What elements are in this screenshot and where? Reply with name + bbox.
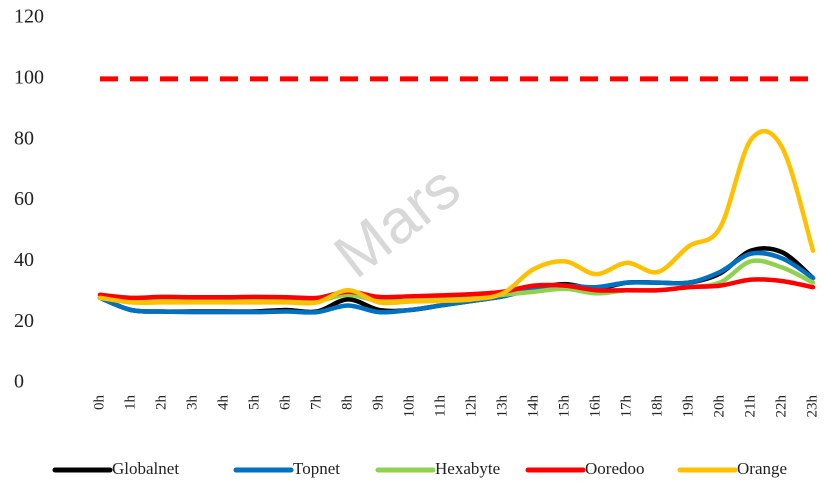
- x-tick-label: 13h: [494, 395, 510, 418]
- x-tick-label: 15h: [556, 395, 572, 418]
- x-tick-label: 12h: [463, 395, 479, 418]
- x-tick-label: 9h: [370, 395, 386, 411]
- legend-label: Orange: [737, 459, 787, 478]
- x-tick-label: 21h: [742, 395, 758, 418]
- y-tick-label: 0: [14, 371, 24, 393]
- legend-label: Ooredoo: [585, 459, 644, 478]
- x-tick-label: 16h: [587, 395, 603, 418]
- x-tick-label: 11h: [432, 395, 448, 417]
- x-tick-label: 18h: [649, 395, 665, 418]
- x-tick-label: 23h: [804, 395, 820, 418]
- y-tick-label: 20: [14, 310, 34, 332]
- x-tick-label: 5h: [246, 395, 262, 411]
- x-tick-label: 14h: [525, 395, 541, 418]
- x-tick-label: 6h: [277, 395, 293, 411]
- x-tick-label: 7h: [308, 395, 324, 411]
- x-tick-label: 2h: [153, 395, 169, 411]
- legend-label: Globalnet: [112, 459, 179, 478]
- legend-label: Topnet: [293, 459, 340, 478]
- x-tick-label: 0h: [91, 395, 107, 411]
- x-tick-label: 1h: [122, 395, 138, 411]
- x-tick-label: 20h: [711, 395, 727, 418]
- x-tick-label: 19h: [680, 395, 696, 418]
- series-line: [97, 277, 816, 301]
- series-line: [97, 129, 816, 306]
- y-tick-label: 40: [14, 249, 34, 271]
- y-tick-label: 80: [14, 127, 34, 149]
- legend-label: Hexabyte: [435, 459, 500, 478]
- y-tick-label: 120: [14, 6, 44, 28]
- x-tick-label: 10h: [401, 395, 417, 418]
- x-tick-label: 22h: [773, 395, 789, 418]
- y-tick-label: 60: [14, 188, 34, 210]
- x-tick-label: 17h: [618, 395, 634, 418]
- watermark: Mars: [322, 152, 473, 291]
- y-tick-label: 100: [14, 66, 44, 88]
- x-tick-label: 4h: [215, 395, 231, 411]
- x-tick-label: 3h: [184, 395, 200, 411]
- x-tick-label: 8h: [339, 395, 355, 411]
- series-line: [97, 250, 816, 315]
